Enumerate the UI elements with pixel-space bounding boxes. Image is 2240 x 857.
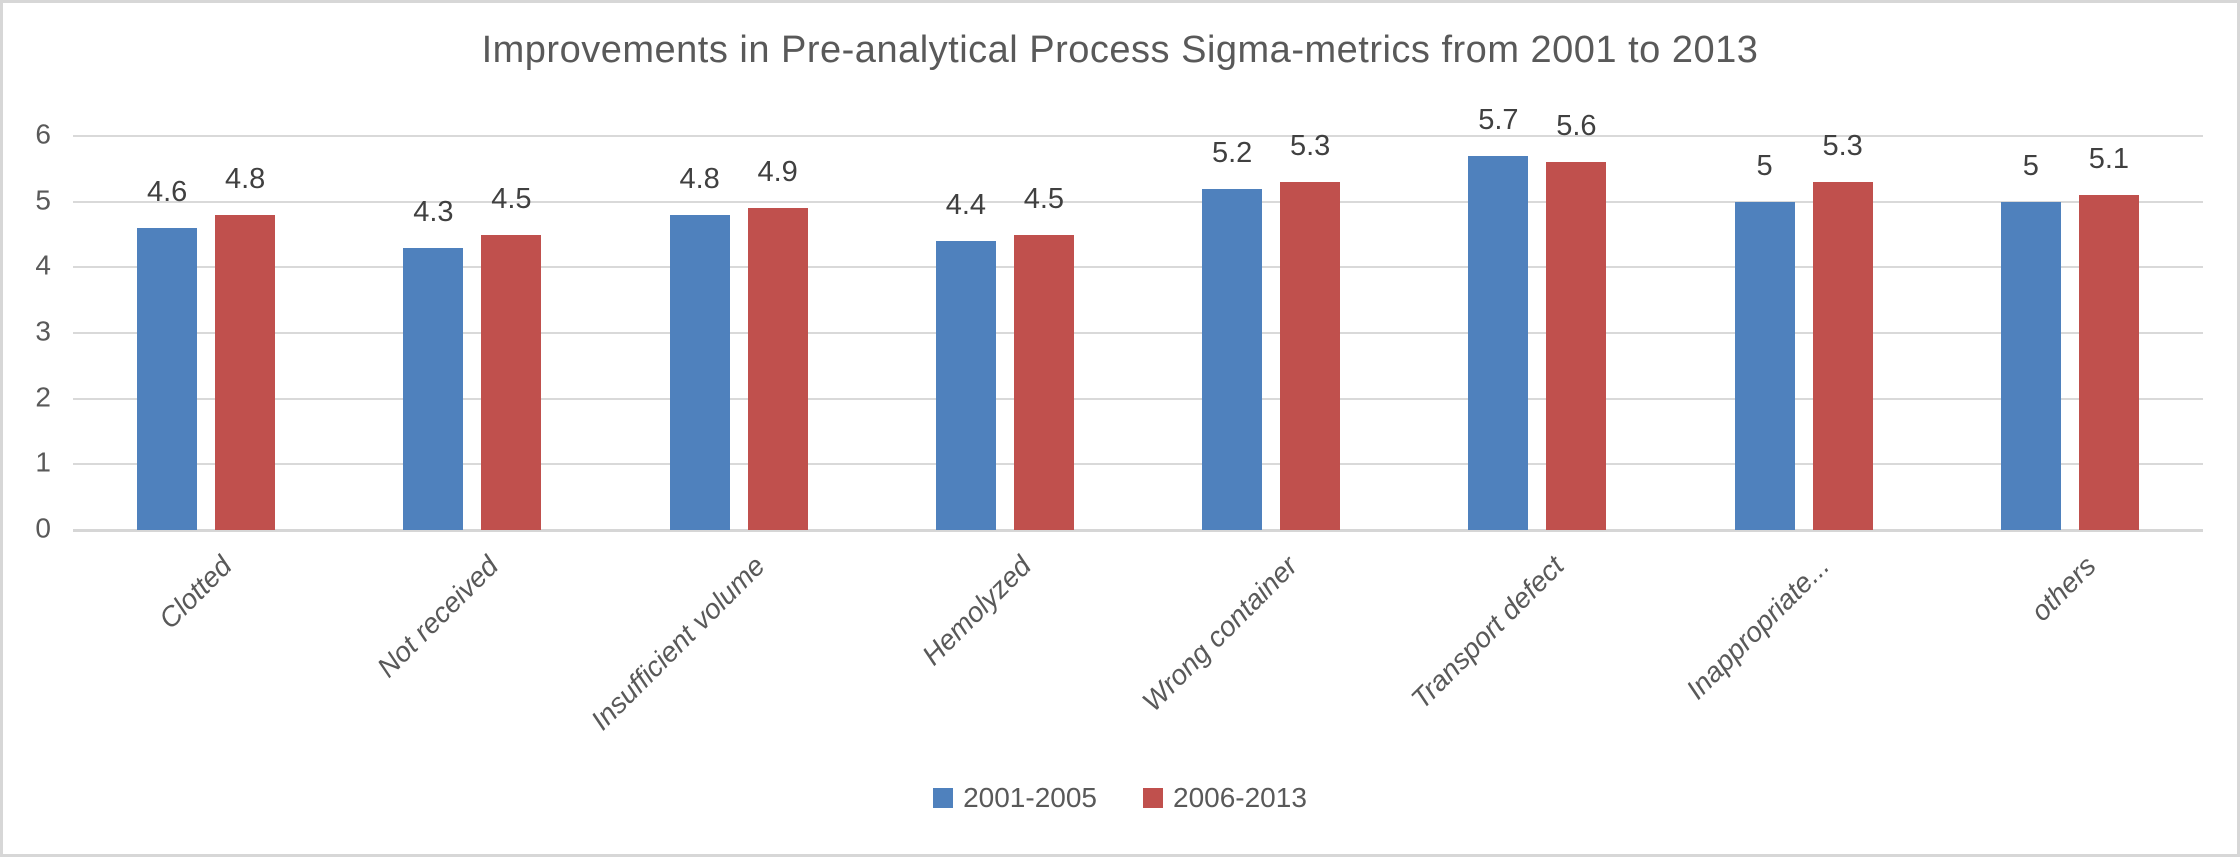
- bar-value-label: 4.8: [679, 162, 720, 195]
- legend: 2001-2005 2006-2013: [3, 782, 2237, 814]
- gridline: [73, 135, 2203, 137]
- legend-item-2001-2005: 2001-2005: [933, 782, 1097, 814]
- x-axis-category-label: Hemolyzed: [915, 550, 1037, 671]
- x-axis-category-label: Wrong container: [1135, 550, 1304, 718]
- y-axis-tick-label: 3: [35, 315, 51, 347]
- bar-value-label: 5.6: [1556, 110, 1597, 143]
- bar-value-label: 5.3: [1289, 129, 1331, 162]
- bar-2006-2013: [747, 208, 808, 530]
- bar-2001-2005: [403, 247, 464, 530]
- bar-2001-2005: [2000, 201, 2061, 530]
- legend-label: 2001-2005: [963, 782, 1097, 813]
- bar-value-label: 5: [2022, 149, 2039, 182]
- bar-value-label: 4.9: [757, 156, 798, 189]
- y-axis-tick-label: 2: [35, 381, 51, 413]
- gridline: [73, 397, 2203, 400]
- x-axis-category-label: Inappropriate...: [1680, 550, 1836, 706]
- gridline: [73, 332, 2203, 334]
- bar-value-label: 5.1: [2088, 143, 2130, 176]
- legend-swatch-icon: [1143, 788, 1163, 808]
- legend-item-2006-2013: 2006-2013: [1143, 782, 1307, 814]
- bar-2006-2013: [2078, 195, 2139, 530]
- gridline: [73, 463, 2203, 466]
- x-axis-category-label: others: [2024, 550, 2102, 627]
- bar-value-label: 4.3: [413, 195, 454, 228]
- bar-value-label: 4.4: [945, 189, 987, 222]
- bar-2001-2005: [1734, 201, 1795, 530]
- y-axis-tick-label: 6: [35, 118, 51, 150]
- x-axis-category-label: Clotted: [153, 550, 239, 635]
- legend-label: 2006-2013: [1173, 782, 1307, 813]
- chart-title: Improvements in Pre-analytical Process S…: [481, 29, 1759, 71]
- bar-2001-2005: [1202, 188, 1263, 530]
- y-axis-tick-label: 1: [35, 447, 51, 479]
- bar-value-label: 4.5: [491, 182, 532, 215]
- x-axis-category-label: Insufficient volume: [584, 550, 771, 736]
- bar-2001-2005: [669, 214, 730, 530]
- gridline: [73, 266, 2203, 269]
- bar-2001-2005: [935, 241, 996, 530]
- bar-2006-2013: [215, 214, 276, 530]
- x-axis-line: [73, 529, 2203, 532]
- gridline: [73, 200, 2203, 203]
- bar-value-label: 4.5: [1023, 182, 1065, 215]
- bar-value-label: 5.2: [1211, 136, 1253, 169]
- bar-2001-2005: [137, 227, 198, 530]
- bar-value-label: 4.8: [224, 162, 266, 195]
- bar-value-label: 5: [1756, 149, 1773, 182]
- bar-value-label: 4.6: [146, 175, 188, 208]
- y-axis-tick-label: 5: [35, 184, 51, 216]
- bar-2006-2013: [1280, 181, 1341, 530]
- bar-2006-2013: [1546, 162, 1607, 530]
- y-axis-tick-label: 0: [35, 512, 51, 544]
- x-axis-category-label: Not received: [371, 550, 505, 684]
- bar-2006-2013: [1812, 181, 1873, 530]
- bar-2006-2013: [481, 234, 542, 530]
- bar-value-label: 5.3: [1822, 129, 1863, 162]
- bar-2001-2005: [1468, 155, 1529, 530]
- bar-value-label: 5.7: [1478, 103, 1519, 136]
- bar-2006-2013: [1013, 234, 1074, 530]
- x-axis-category-label: Transport defect: [1404, 550, 1570, 715]
- legend-swatch-icon: [933, 788, 954, 808]
- y-axis-tick-label: 4: [35, 250, 51, 282]
